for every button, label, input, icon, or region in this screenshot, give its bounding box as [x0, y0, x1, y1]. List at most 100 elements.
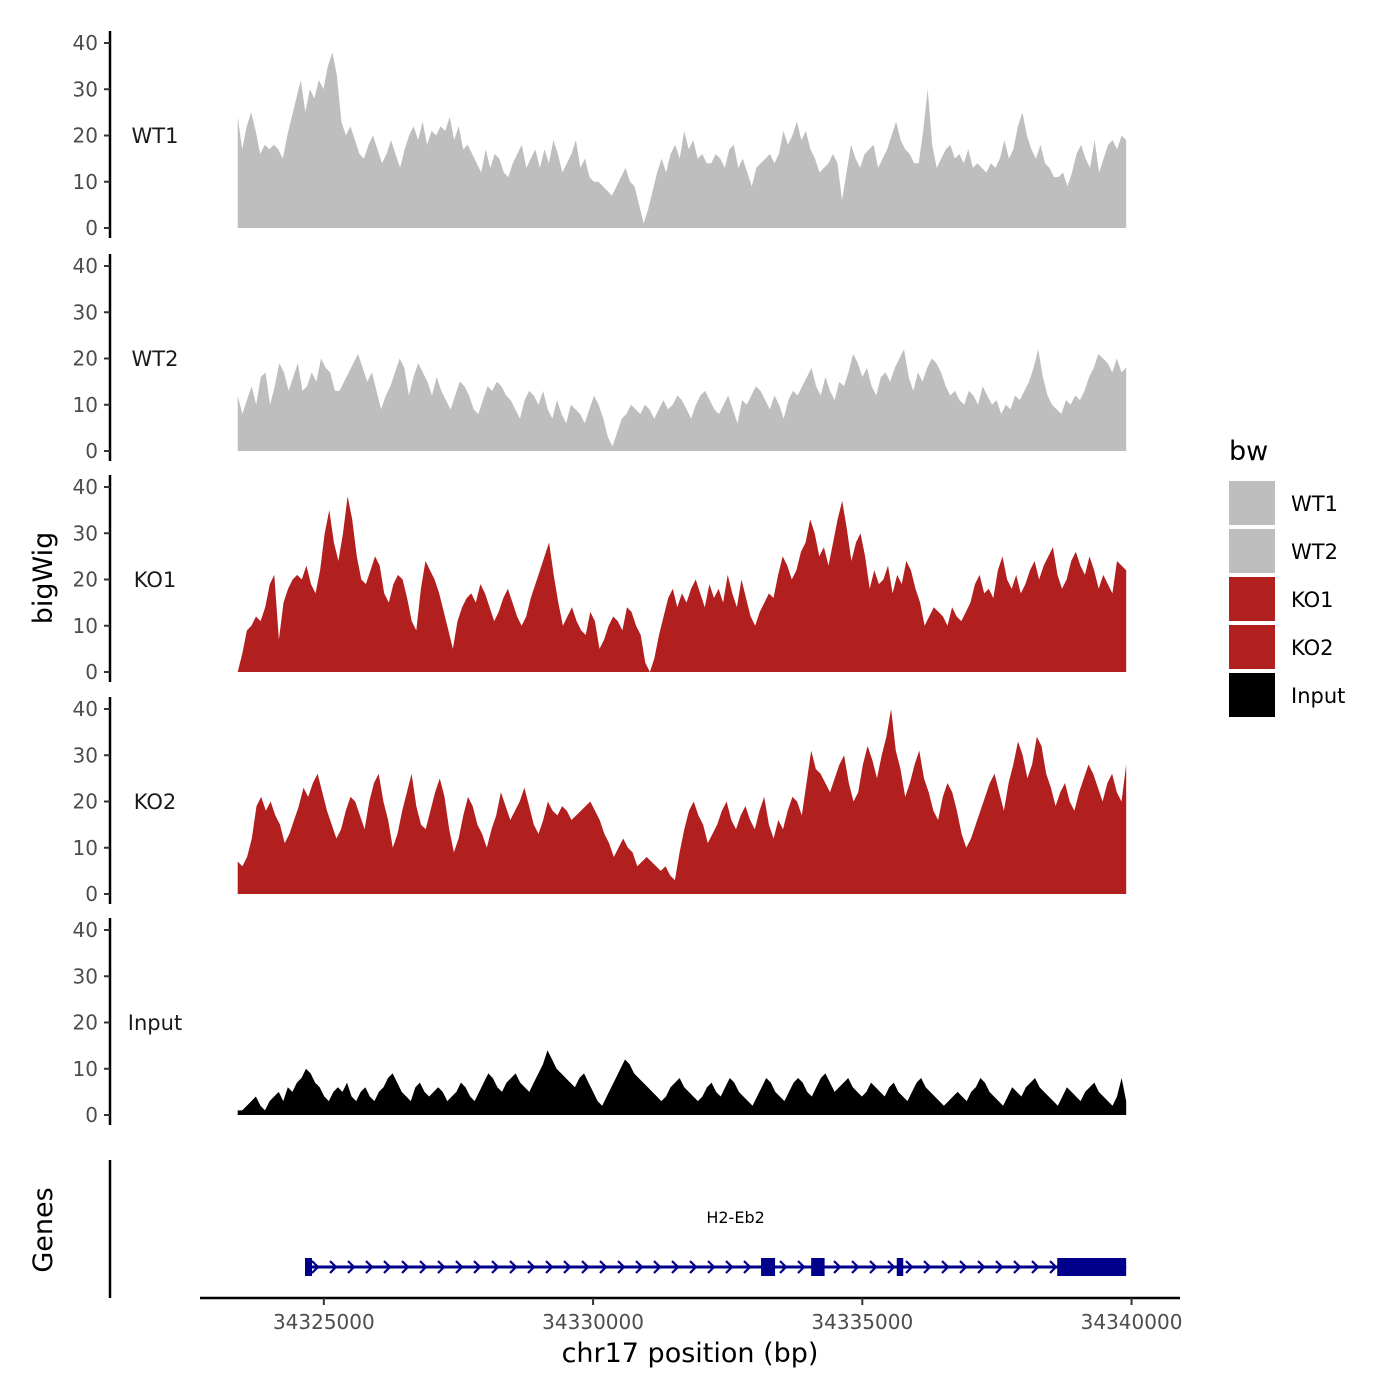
strand-arrow: [887, 1260, 896, 1274]
y-tick-label-input-10: 10: [73, 1057, 98, 1081]
strand-arrow: [671, 1260, 680, 1274]
gene-exon-4: [896, 1258, 904, 1276]
strand-arrow: [347, 1260, 356, 1274]
x-tick-label-34335000: 34335000: [811, 1310, 913, 1334]
gene-exon-3: [811, 1258, 825, 1276]
strand-arrow: [401, 1260, 410, 1274]
x-axis: 34325000 34330000 34335000 34340000: [200, 1296, 1183, 1334]
strand-arrow: [329, 1260, 338, 1274]
y-tick-label-ko1-0: 0: [85, 660, 98, 684]
y-tick-label-ko2-0: 0: [85, 882, 98, 906]
gene-exon-2: [761, 1258, 776, 1276]
strand-arrow: [581, 1260, 590, 1274]
x-tick-label-34330000: 34330000: [542, 1310, 644, 1334]
area-ko2: [237, 709, 1127, 894]
strand-arrow: [707, 1260, 716, 1274]
y-tick-label-wt2-40: 40: [73, 254, 98, 278]
legend-label-input: Input: [1291, 684, 1345, 708]
legend-swatch-ko1: [1229, 577, 1275, 621]
strand-arrow: [869, 1260, 878, 1274]
strand-arrow: [383, 1260, 392, 1274]
y-tick-label-input-0: 0: [85, 1103, 98, 1127]
strand-arrow: [797, 1260, 806, 1274]
gene-label: H2-Eb2: [706, 1208, 764, 1227]
strand-arrow: [725, 1260, 734, 1274]
strand-arrow: [851, 1260, 860, 1274]
y-tick-label-ko2-20: 20: [73, 790, 98, 814]
y-tick-label-input-20: 20: [73, 1011, 98, 1035]
strand-arrow: [509, 1260, 518, 1274]
track-label-ko1: KO1: [134, 568, 177, 592]
y-tick-label-ko2-30: 30: [73, 743, 98, 767]
area-input: [237, 1050, 1127, 1115]
gene-exon-5: [1057, 1258, 1127, 1276]
track-ko2: 0 10 20 30 40 KO2: [73, 697, 1127, 906]
strand-arrow: [635, 1260, 644, 1274]
tracks-group: 0 10 20 30 40 WT1 0 10 20 30 40 WT2 0 10 20 30 40 KO1 0 10 2…: [73, 31, 1127, 1127]
genes-axis-title: Genes: [28, 1187, 59, 1272]
y-tick-label-wt1-30: 30: [73, 77, 98, 101]
y-tick-label-ko2-40: 40: [73, 697, 98, 721]
track-ko1: 0 10 20 30 40 KO1: [73, 475, 1127, 684]
strand-arrow: [833, 1260, 842, 1274]
strand-arrow: [311, 1260, 320, 1274]
strand-arrow: [491, 1260, 500, 1274]
area-ko1: [237, 496, 1127, 672]
genes-panel: H2-Eb2: [108, 1160, 1127, 1298]
strand-arrow: [473, 1260, 482, 1274]
y-tick-label-wt2-0: 0: [85, 439, 98, 463]
strand-arrow: [977, 1260, 986, 1274]
y-tick-label-wt2-20: 20: [73, 347, 98, 371]
legend-title: bw: [1229, 436, 1268, 467]
y-tick-label-input-30: 30: [73, 964, 98, 988]
area-wt2: [237, 349, 1127, 451]
strand-arrow: [437, 1260, 446, 1274]
y-tick-label-ko1-20: 20: [73, 568, 98, 592]
y-tick-label-ko1-30: 30: [73, 521, 98, 545]
legend-swatch-wt1: [1229, 481, 1275, 525]
gene-exon-1: [305, 1258, 312, 1276]
strand-arrow: [959, 1260, 968, 1274]
legend-swatch-wt2: [1229, 529, 1275, 573]
track-label-wt1: WT1: [132, 124, 179, 148]
y-tick-label-wt2-30: 30: [73, 300, 98, 324]
strand-arrow: [1031, 1260, 1040, 1274]
y-axis-title: bigWig: [28, 532, 59, 625]
strand-arrow: [779, 1260, 788, 1274]
legend-label-ko1: KO1: [1291, 588, 1334, 612]
x-tick-label-34340000: 34340000: [1081, 1310, 1183, 1334]
strand-arrow: [689, 1260, 698, 1274]
legend-swatch-input: [1229, 673, 1275, 717]
y-tick-label-wt2-10: 10: [73, 393, 98, 417]
legend-label-ko2: KO2: [1291, 636, 1334, 660]
track-label-ko2: KO2: [134, 790, 177, 814]
strand-arrow: [617, 1260, 626, 1274]
track-input: 0 10 20 30 40 Input: [73, 918, 1127, 1127]
strand-arrow: [905, 1260, 914, 1274]
strand-arrow: [1013, 1260, 1022, 1274]
strand-arrow: [563, 1260, 572, 1274]
y-tick-label-input-40: 40: [73, 918, 98, 942]
strand-arrow: [527, 1260, 536, 1274]
track-label-wt2: WT2: [132, 347, 179, 371]
legend-label-wt1: WT1: [1291, 492, 1338, 516]
strand-arrow: [419, 1260, 428, 1274]
y-tick-label-wt1-10: 10: [73, 170, 98, 194]
strand-arrow: [653, 1260, 662, 1274]
y-tick-label-ko2-10: 10: [73, 836, 98, 860]
track-wt2: 0 10 20 30 40 WT2: [73, 254, 1127, 463]
strand-arrow: [455, 1260, 464, 1274]
x-axis-title: chr17 position (bp): [562, 1338, 819, 1369]
strand-arrow: [365, 1260, 374, 1274]
track-wt1: 0 10 20 30 40 WT1: [73, 31, 1127, 240]
y-tick-label-wt1-20: 20: [73, 124, 98, 148]
legend: bw WT1 WT2 KO1 KO2 Input: [1229, 436, 1345, 717]
strand-arrow: [743, 1260, 752, 1274]
strand-arrow: [995, 1260, 1004, 1274]
strand-arrow: [1049, 1260, 1058, 1274]
strand-arrow: [599, 1260, 608, 1274]
legend-label-wt2: WT2: [1291, 540, 1338, 564]
strand-arrow: [941, 1260, 950, 1274]
y-tick-label-ko1-10: 10: [73, 614, 98, 638]
track-label-input: Input: [128, 1011, 182, 1035]
